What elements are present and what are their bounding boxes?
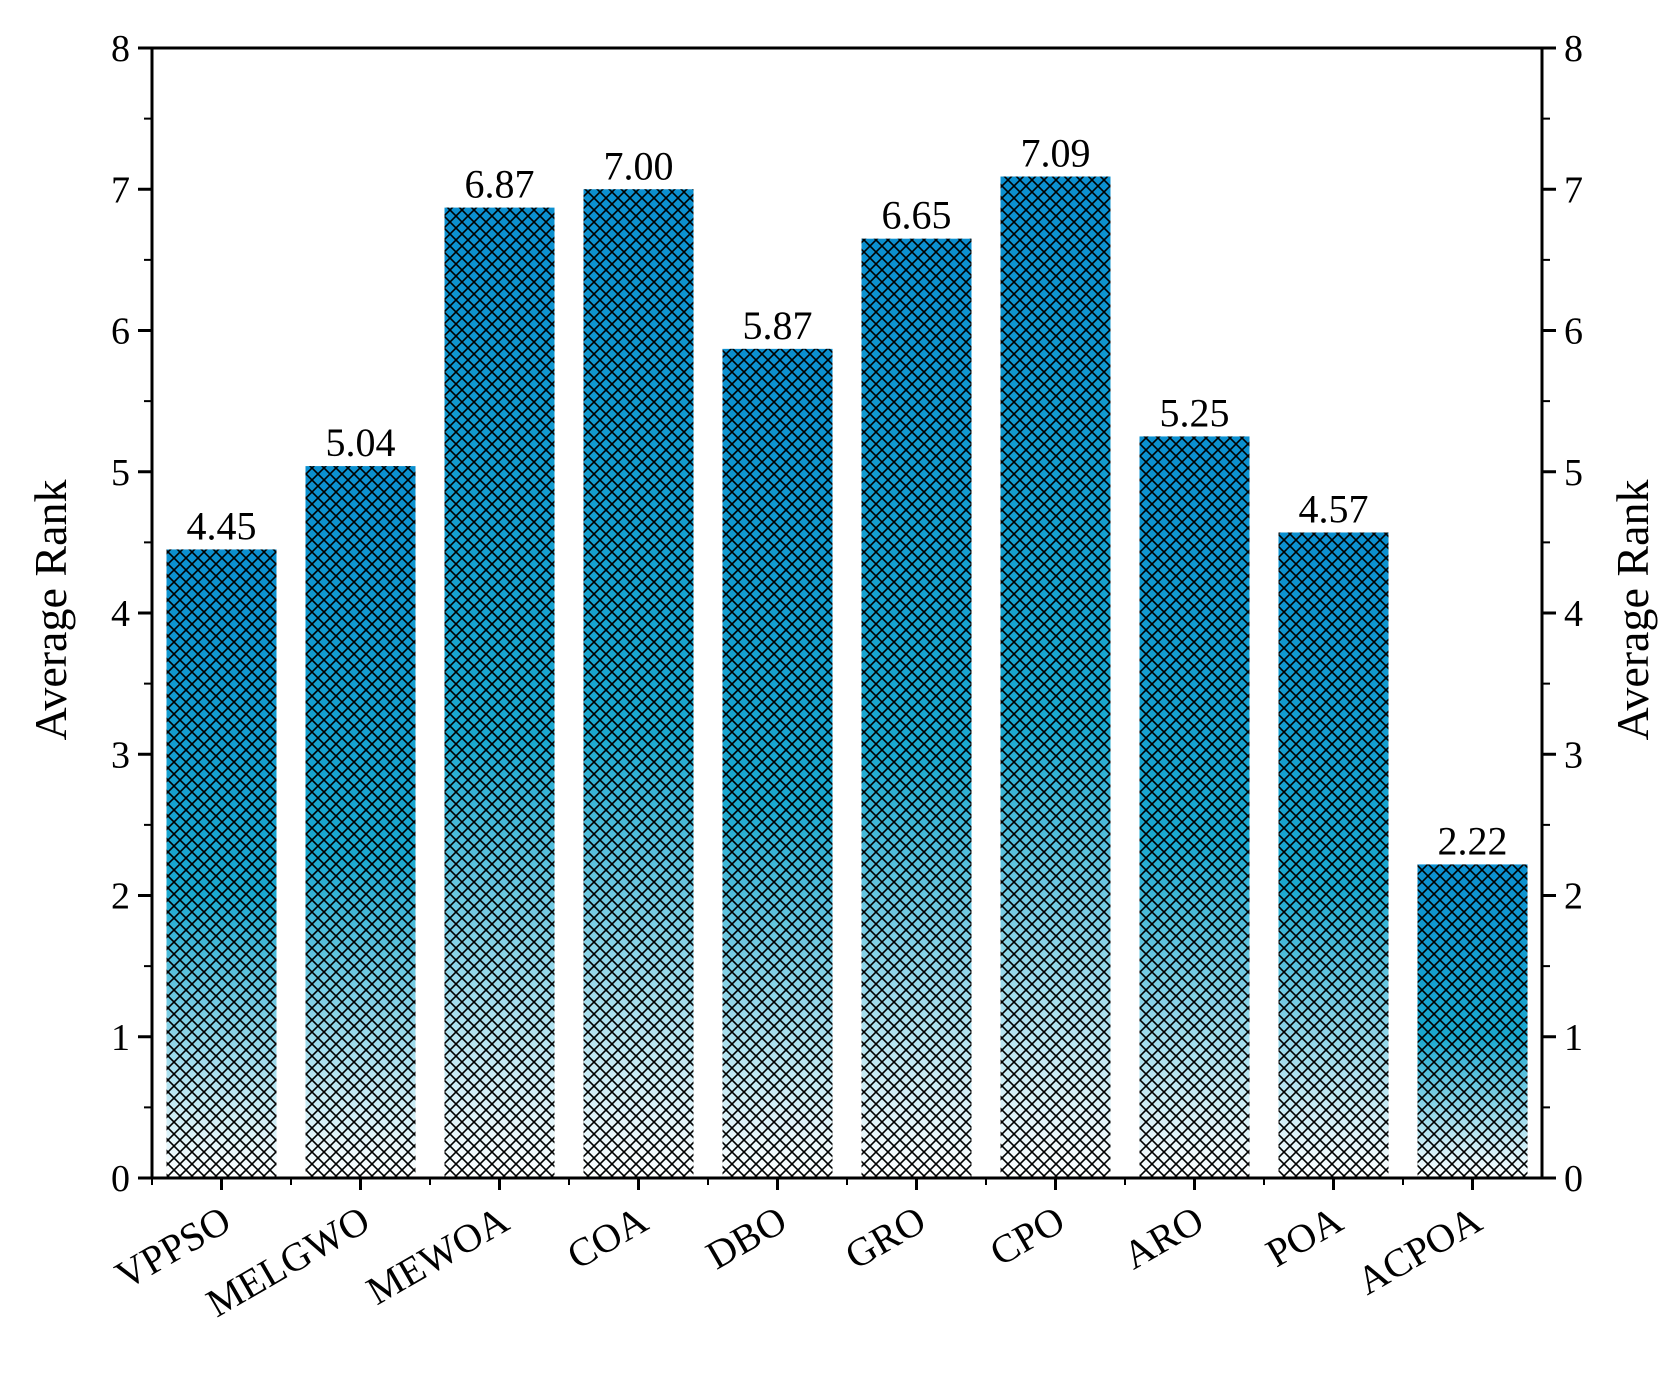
y-tick-label-right: 3	[1564, 734, 1583, 776]
x-tick-label-cpo: CPO	[982, 1197, 1072, 1275]
y-tick-label-left: 7	[111, 169, 130, 211]
y-tick-label-left: 2	[111, 876, 130, 918]
y-tick-label-left: 0	[111, 1158, 130, 1200]
bars	[166, 176, 1528, 1179]
x-tick-label-poa: POA	[1258, 1197, 1350, 1276]
data-label-coa: 7.00	[604, 143, 674, 188]
y-tick-label-left: 3	[111, 734, 130, 776]
data-label-melgwo: 5.04	[326, 420, 396, 465]
y-tick-label-left: 8	[111, 28, 130, 70]
bar-mewoa	[444, 207, 555, 1179]
data-label-aro: 5.25	[1160, 390, 1230, 435]
y-axis-title-right: Average Rank	[1607, 480, 1658, 741]
bar-hatch	[1000, 176, 1111, 1179]
y-tick-label-right: 7	[1564, 169, 1583, 211]
data-label-poa: 4.57	[1299, 486, 1369, 531]
y-tick-label-right: 5	[1564, 452, 1583, 494]
data-label-cpo: 7.09	[1021, 131, 1091, 176]
bar-poa	[1278, 532, 1389, 1178]
x-tick-label-acpoa: ACPOA	[1349, 1197, 1489, 1304]
data-labels: 4.45 5.04 6.87 7.00 5.87 6.65 7.09 5.25 4.57 2.22	[187, 131, 1508, 864]
data-label-mewoa: 6.87	[465, 162, 535, 207]
data-label-vppso: 4.45	[187, 503, 257, 548]
bar-vppso	[166, 549, 277, 1178]
bar-coa	[583, 189, 694, 1178]
data-label-acpoa: 2.22	[1438, 818, 1508, 863]
y-tick-label-right: 8	[1564, 28, 1583, 70]
y-tick-label-left: 1	[111, 1017, 130, 1059]
bar-aro	[1139, 436, 1250, 1178]
bar-hatch	[1417, 864, 1528, 1178]
bar-acpoa	[1417, 864, 1528, 1178]
y-tick-label-left: 6	[111, 311, 130, 353]
bar-cpo	[1000, 176, 1111, 1179]
x-tick-label-gro: GRO	[837, 1197, 933, 1278]
y-tick-label-right: 1	[1564, 1017, 1583, 1059]
data-label-dbo: 5.87	[743, 303, 813, 348]
y-tick-label-right: 4	[1564, 593, 1583, 635]
y-tick-label-right: 0	[1564, 1158, 1583, 1200]
y-tick-label-left: 4	[111, 593, 130, 635]
y-tick-label-right: 2	[1564, 876, 1583, 918]
data-label-gro: 6.65	[882, 193, 952, 238]
bar-hatch	[861, 238, 972, 1178]
x-tick-label-aro: ARO	[1115, 1197, 1211, 1278]
bar-hatch	[444, 207, 555, 1179]
bar-hatch	[583, 189, 694, 1178]
y-tick-label-left: 5	[111, 452, 130, 494]
bar-hatch	[1278, 532, 1389, 1178]
bar-hatch	[166, 549, 277, 1178]
bar-hatch	[1139, 436, 1250, 1178]
bar-hatch	[722, 348, 833, 1178]
bar-dbo	[722, 348, 833, 1178]
bar-melgwo	[305, 466, 416, 1179]
bar-hatch	[305, 466, 416, 1179]
x-tick-label-mewoa: MEWOA	[359, 1197, 516, 1314]
bar-gro	[861, 238, 972, 1178]
y-tick-label-right: 6	[1564, 311, 1583, 353]
x-tick-label-coa: COA	[559, 1197, 655, 1278]
x-tick-label-dbo: DBO	[698, 1197, 794, 1278]
y-axis-title-left: Average Rank	[25, 480, 76, 741]
